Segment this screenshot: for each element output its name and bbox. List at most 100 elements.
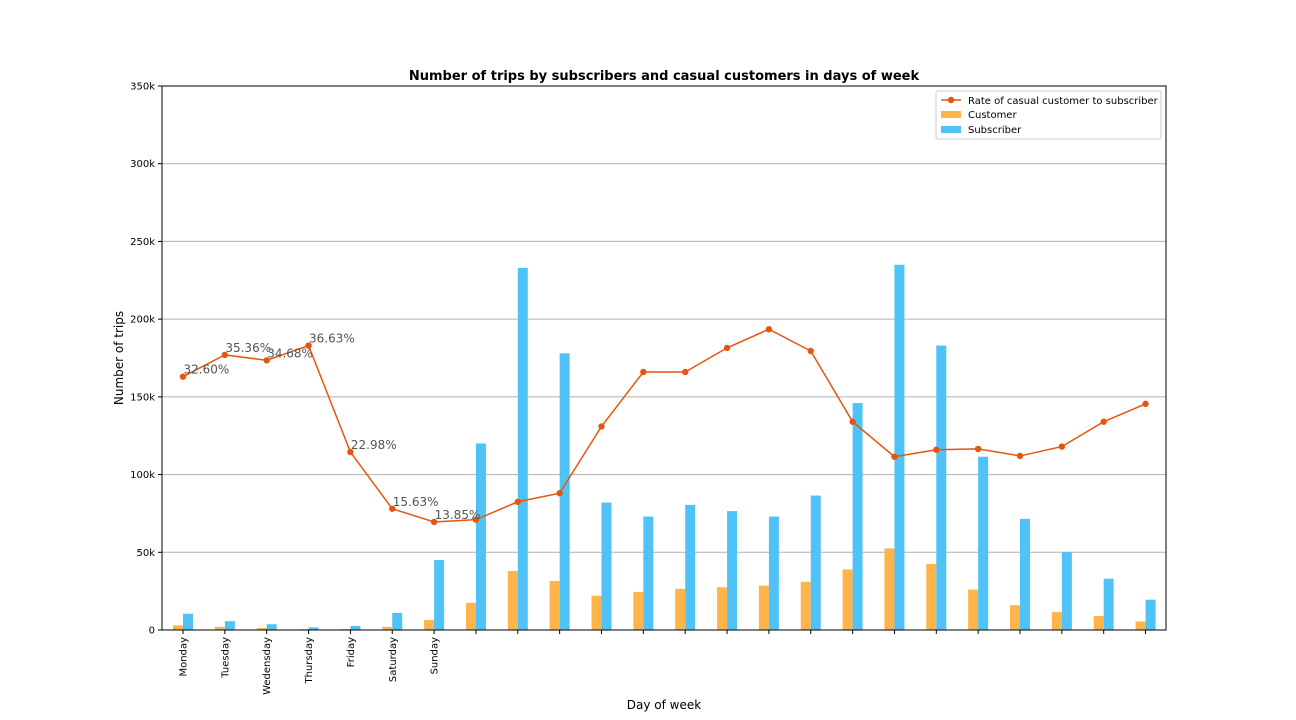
bar-subscriber — [308, 627, 319, 630]
bar-customer — [173, 625, 183, 630]
bar-customer — [800, 581, 811, 630]
bar-customer — [633, 591, 644, 630]
rate-point — [807, 347, 814, 355]
bar-customer — [968, 589, 979, 630]
line-layer — [179, 326, 1149, 526]
x-tick-label: Sunday — [430, 637, 441, 674]
y-tick-label: 300k — [130, 159, 155, 170]
rate-point — [1016, 452, 1024, 460]
bar-customer — [214, 626, 225, 630]
y-tick-label: 100k — [130, 470, 155, 481]
y-tick-label: 50k — [136, 548, 155, 559]
bar-customer — [591, 595, 602, 630]
bar-subscriber — [768, 516, 779, 630]
x-tick-label: Friday — [346, 637, 357, 667]
rate-annotation: 15.63% — [393, 495, 439, 509]
legend-swatch-subscriber — [941, 126, 961, 133]
bar-customer — [465, 602, 476, 630]
bar-layer — [173, 264, 1156, 630]
rate-point — [430, 518, 438, 526]
y-tick-label: 200k — [130, 315, 155, 326]
x-tick-label: Saturday — [388, 637, 399, 682]
rate-point — [347, 448, 354, 456]
tick-layer: 0 50k 100k 150k 200k 250k 300k 350k Monday Tuesda… — [130, 82, 1147, 695]
rate-point — [1142, 400, 1149, 408]
bar-subscriber — [1061, 552, 1072, 630]
bar-subscriber — [1020, 518, 1030, 630]
bar-subscriber — [1103, 578, 1114, 630]
bar-subscriber — [183, 613, 193, 630]
bar-customer — [507, 570, 518, 630]
bar-subscriber — [475, 443, 486, 630]
rate-point — [556, 490, 563, 497]
bar-customer — [424, 620, 435, 630]
bar-customer — [717, 587, 728, 630]
legend-swatch-customer — [941, 111, 961, 118]
bar-customer — [758, 585, 769, 630]
bar-subscriber — [1145, 599, 1156, 630]
bar-subscriber — [434, 560, 445, 630]
rate-point — [263, 357, 270, 364]
rate-point — [179, 373, 187, 380]
bar-subscriber — [266, 624, 277, 630]
y-tick-label: 150k — [130, 392, 155, 403]
rate-point — [891, 453, 898, 460]
legend-label-subscriber: Subscriber — [968, 125, 1022, 136]
rate-annotation: 13.85% — [435, 508, 481, 522]
bar-customer — [382, 626, 393, 630]
bar-subscriber — [894, 264, 905, 630]
legend-label-customer: Customer — [968, 110, 1017, 121]
bar-customer — [256, 627, 267, 630]
bar-subscriber — [685, 504, 696, 630]
x-tick-label: Thursday — [304, 637, 315, 685]
rate-point — [221, 351, 229, 359]
bar-customer — [884, 548, 895, 630]
rate-annotation: 36.63% — [309, 332, 355, 346]
x-axis-title: Day of week — [627, 698, 701, 712]
bar-subscriber — [601, 502, 612, 630]
rate-point — [933, 446, 940, 453]
rate-point — [974, 445, 982, 453]
legend-line-marker — [947, 96, 955, 104]
rate-point — [765, 326, 773, 333]
rate-point — [305, 342, 312, 349]
rate-point — [389, 505, 396, 512]
rate-point — [723, 344, 731, 352]
bar-subscriber — [936, 345, 947, 630]
bar-customer — [1010, 605, 1020, 630]
bar-subscriber — [517, 267, 528, 630]
y-tick-label: 250k — [130, 237, 155, 248]
legend-box — [935, 90, 1162, 140]
y-tick-label: 350k — [130, 82, 155, 93]
bar-subscriber — [392, 612, 403, 630]
rate-point — [640, 368, 647, 376]
bar-subscriber — [852, 403, 863, 630]
bar-customer — [1051, 612, 1062, 630]
legend-label-rate: Rate of casual customer to subscriber — [968, 96, 1159, 107]
bar-customer — [549, 581, 560, 630]
bar-customer — [926, 563, 937, 630]
rate-annotation: 32.60% — [184, 363, 230, 377]
rate-point — [598, 423, 605, 430]
annotation-layer: 32.60% 35.36%34.68%36.63% 22.98% 15.63%13.8… — [184, 332, 481, 522]
rate-point — [514, 498, 521, 505]
bar-subscriber — [810, 495, 821, 630]
rate-annotation: 22.98% — [351, 438, 397, 452]
plot-frame — [161, 85, 1167, 631]
x-tick-label: Monday — [179, 637, 190, 677]
rate-annotation: 34.68% — [267, 346, 313, 360]
rate-line — [182, 328, 1146, 523]
rate-point — [1100, 418, 1107, 425]
chart-title: Number of trips by subscribers and casua… — [409, 69, 920, 84]
rate-point — [682, 368, 689, 376]
bar-customer — [1135, 621, 1146, 630]
x-tick-label: Tuesday — [220, 637, 231, 679]
bar-subscriber — [978, 456, 989, 630]
legend: Rate of casual customer to subscriber Cu… — [935, 90, 1162, 140]
y-tick-label: 0 — [149, 626, 155, 637]
bar-customer — [842, 569, 853, 630]
bar-customer — [1093, 616, 1104, 630]
rate-annotation: 35.36% — [225, 341, 271, 355]
bar-customer — [675, 588, 686, 630]
